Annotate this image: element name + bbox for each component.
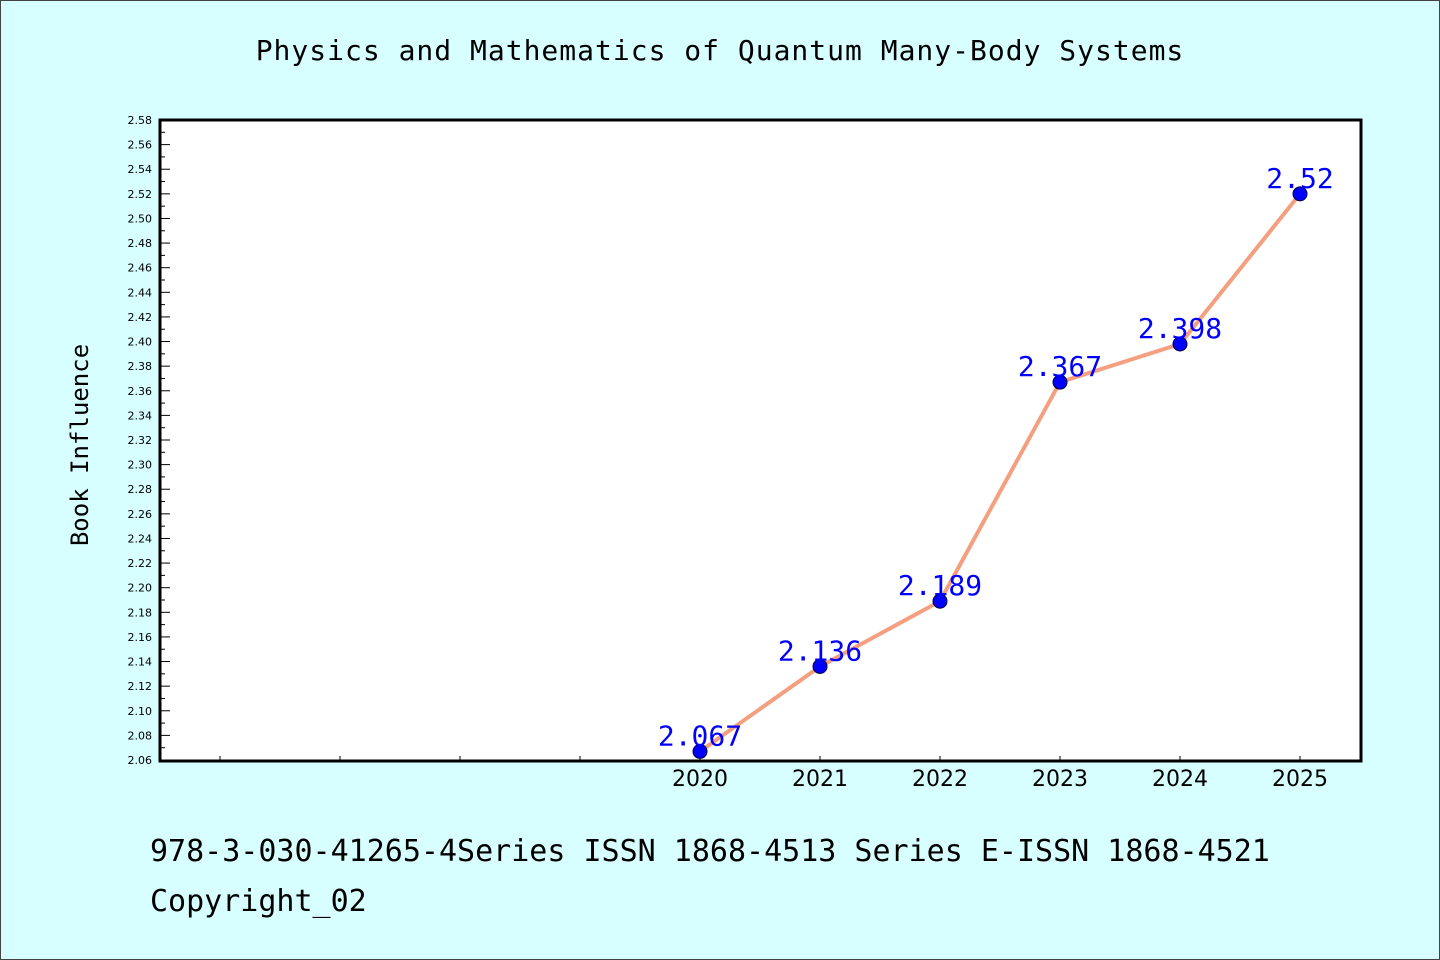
y-tick-label: 2.06 <box>128 754 153 767</box>
y-tick-label: 2.22 <box>128 557 153 570</box>
data-label: 2.52 <box>1266 162 1333 195</box>
y-tick-label: 2.44 <box>128 286 153 299</box>
y-tick-label: 2.42 <box>128 311 153 324</box>
data-label: 2.067 <box>658 719 742 752</box>
x-tick-label: 2022 <box>912 767 968 792</box>
marker-group <box>692 186 1308 759</box>
data-label: 2.189 <box>898 569 982 602</box>
series-line <box>698 191 1302 754</box>
data-point <box>1172 336 1188 352</box>
data-label: 2.136 <box>778 634 862 667</box>
y-tick-label: 2.24 <box>128 532 153 545</box>
x-tick-label: 2023 <box>1032 767 1088 792</box>
y-tick-label: 2.56 <box>128 139 153 152</box>
x-tick-label: 2021 <box>792 767 848 792</box>
y-tick-label: 2.20 <box>128 582 153 595</box>
y-tick-label: 2.10 <box>128 705 153 718</box>
data-point <box>812 658 828 674</box>
isbn-issn-line: 978-3-030-41265-4Series ISSN 1868-4513 S… <box>150 834 1270 869</box>
y-tick-label: 2.08 <box>128 729 153 742</box>
x-tick-label: 2020 <box>672 767 728 792</box>
y-tick-label: 2.28 <box>128 483 153 496</box>
y-tick-label: 2.12 <box>128 680 153 693</box>
y-tick-label: 2.52 <box>128 188 153 201</box>
y-tick-label: 2.14 <box>128 656 153 669</box>
x-tick-label: 2024 <box>1152 767 1208 792</box>
y-tick-label: 2.46 <box>128 262 153 275</box>
y-tick-label: 2.32 <box>128 434 153 447</box>
data-point <box>1292 186 1308 202</box>
chart-title: Physics and Mathematics of Quantum Many-… <box>255 34 1185 67</box>
plot-area <box>158 118 1363 763</box>
y-tick-label: 2.34 <box>128 409 153 422</box>
data-label: 2.367 <box>1018 350 1102 383</box>
y-tick-label: 2.38 <box>128 360 153 373</box>
y-tick-label: 2.40 <box>128 336 153 349</box>
x-axis-ticks: 2020 2021 2022 2023 2024 2025 <box>219 756 1328 792</box>
y-tick-label: 2.30 <box>128 459 153 472</box>
y-tick-label: 2.54 <box>128 163 153 176</box>
y-tick-label: 2.18 <box>128 606 153 619</box>
data-label-group: 2.067 2.136 2.189 2.367 2.398 2.52 <box>658 162 1334 753</box>
series-line-group <box>698 191 1302 754</box>
x-tick-label: 2025 <box>1272 767 1328 792</box>
y-tick-label: 2.48 <box>128 237 153 250</box>
y-tick-label: 2.36 <box>128 385 153 398</box>
copyright-line: Copyright_02 <box>150 884 367 919</box>
y-tick-label: 2.50 <box>128 212 153 225</box>
y-axis-ticks: 2.06 2.08 2.10 2.12 2.14 2.16 2.18 2.20 2.22 2.24… <box>128 114 170 767</box>
y-tick-label: 2.16 <box>128 631 153 644</box>
data-label: 2.398 <box>1138 312 1222 345</box>
y-tick-label: 2.26 <box>128 508 153 521</box>
data-point <box>932 593 948 609</box>
data-point <box>1052 374 1068 390</box>
y-tick-label: 2.58 <box>128 114 153 127</box>
data-point <box>692 743 708 759</box>
